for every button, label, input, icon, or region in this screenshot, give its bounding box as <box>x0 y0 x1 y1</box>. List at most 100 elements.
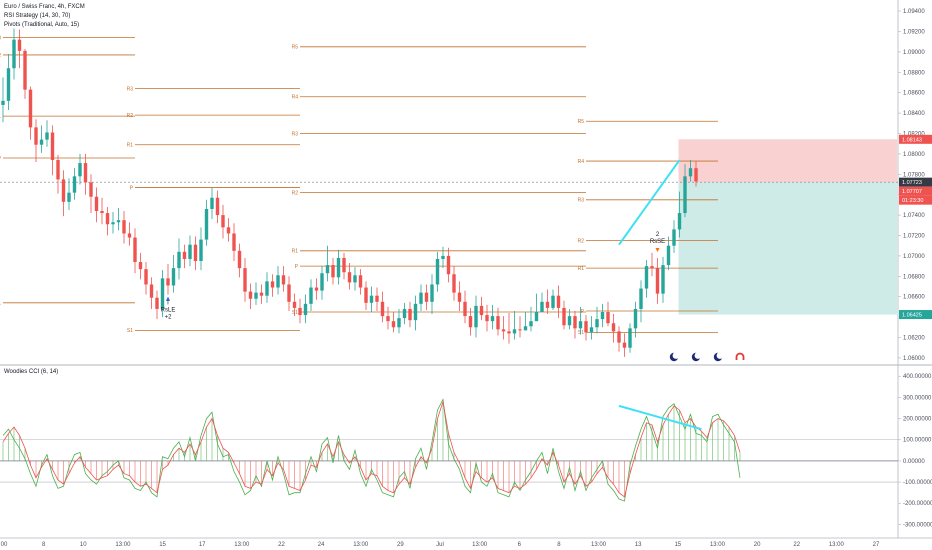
price-tick-label: 1.08400 <box>903 111 925 117</box>
candle-body <box>430 284 434 302</box>
candle-body <box>419 292 423 304</box>
cci-tick-label: 100.00000 <box>903 438 932 444</box>
candle-body <box>474 305 478 328</box>
price-tick-label: 1.08000 <box>903 152 925 158</box>
price-tick-label: 1.08800 <box>903 70 925 76</box>
candle-body <box>292 301 297 308</box>
candle-body <box>551 295 555 308</box>
candle-body <box>413 303 418 321</box>
time-tick-label: 24 <box>318 542 325 548</box>
candle-body <box>188 244 192 259</box>
pivots-legend[interactable]: Pivots (Traditional, Auto, 15) <box>4 22 80 28</box>
pivot-label: R2 <box>0 53 1 59</box>
candle-body <box>650 266 654 269</box>
candle-body <box>155 297 159 309</box>
candle-body <box>298 307 302 316</box>
long-entry-arrow <box>166 296 170 301</box>
time-tick-label: 13:00 <box>710 542 726 548</box>
candle-body <box>116 220 121 223</box>
cci-tick-label: -200.00000 <box>903 501 932 507</box>
turbo-cci-line <box>2 398 741 502</box>
candle-body <box>287 284 291 302</box>
cci-tick-label: -300.00000 <box>903 522 932 528</box>
cci-legend[interactable]: Woodies CCI (6, 14) <box>4 369 59 375</box>
price-tick-label: 1.07400 <box>903 213 925 219</box>
candle-body <box>595 319 599 328</box>
candle-body <box>56 160 60 180</box>
candle-body <box>688 168 693 177</box>
candle-body <box>518 329 522 331</box>
candle-body <box>369 295 374 303</box>
candle-body <box>182 251 187 259</box>
moon-icon <box>669 352 680 362</box>
cci-tick-label: 300.00000 <box>903 395 932 401</box>
candle-body <box>507 331 511 334</box>
time-tick-label: 15 <box>674 542 681 548</box>
time-tick-label: Jul <box>436 542 444 548</box>
bar-countdown: 01:23:30 <box>902 198 923 204</box>
candle-body <box>639 288 643 309</box>
candle-body <box>122 220 126 234</box>
candle-body <box>138 262 143 270</box>
candle-body <box>617 331 621 343</box>
time-tick-label: 8 <box>42 542 46 548</box>
candle-body <box>584 321 588 333</box>
candle-body <box>408 308 412 321</box>
candle-body <box>166 278 170 286</box>
moon-cutout <box>716 352 724 359</box>
candle-body <box>485 315 489 322</box>
time-tick-label: 29 <box>397 542 404 548</box>
time-tick-label: 13:00 <box>591 542 607 548</box>
candle-body <box>221 215 225 228</box>
cci-tick-label: 200.00000 <box>903 417 932 423</box>
rsi-strategy-legend[interactable]: RSI Strategy (14, 30, 70) <box>4 13 71 19</box>
pivot-label: R5 <box>292 45 299 51</box>
pivot-label: R1 <box>578 266 585 272</box>
candle-body <box>353 275 357 283</box>
candle-body <box>270 281 275 288</box>
candle-body <box>226 227 231 234</box>
candle-body <box>380 301 385 317</box>
price-tick-label: 1.07200 <box>903 234 925 240</box>
target-price-badge: 1.06425 <box>902 313 922 319</box>
pivot-label: R4 <box>578 159 585 165</box>
candle-body <box>479 305 484 316</box>
pivot-label: S1 <box>578 330 584 336</box>
magnet-arc <box>735 352 745 360</box>
time-tick-label: 13:00 <box>472 542 488 548</box>
candle-body <box>34 127 38 145</box>
candle-body <box>28 89 33 128</box>
take-profit-zone <box>678 182 897 315</box>
candle-body <box>210 197 214 209</box>
candle-body <box>562 307 566 326</box>
candle-body <box>204 208 209 240</box>
candle-body <box>402 308 407 319</box>
candle-body <box>435 258 440 285</box>
pivot-label: P <box>130 185 134 191</box>
candle-body <box>666 245 671 266</box>
pivot-label: S1 <box>292 310 298 316</box>
candle-body <box>628 328 632 348</box>
candle-body <box>606 312 610 324</box>
candle-body <box>39 139 44 145</box>
magnet-icon <box>735 352 745 360</box>
cci-trendline <box>618 404 702 431</box>
pivot-label: R3 <box>127 86 134 92</box>
symbol-title[interactable]: Euro / Swiss Franc, 4h, FXCM <box>4 4 85 10</box>
candle-body <box>364 287 368 303</box>
candle-body <box>573 316 577 329</box>
candle-body <box>496 316 500 330</box>
candle-body <box>457 292 462 302</box>
price-tick-label: 1.09200 <box>903 30 925 36</box>
candle-body <box>149 284 154 298</box>
candle-body <box>23 50 27 90</box>
trade-zone <box>0 139 898 315</box>
price-candles <box>1 28 698 357</box>
candle-body <box>45 132 49 140</box>
stop-price-badge-bg <box>899 134 932 144</box>
candle-body <box>111 222 115 225</box>
candle-body <box>468 316 473 328</box>
candle-body <box>534 312 539 322</box>
